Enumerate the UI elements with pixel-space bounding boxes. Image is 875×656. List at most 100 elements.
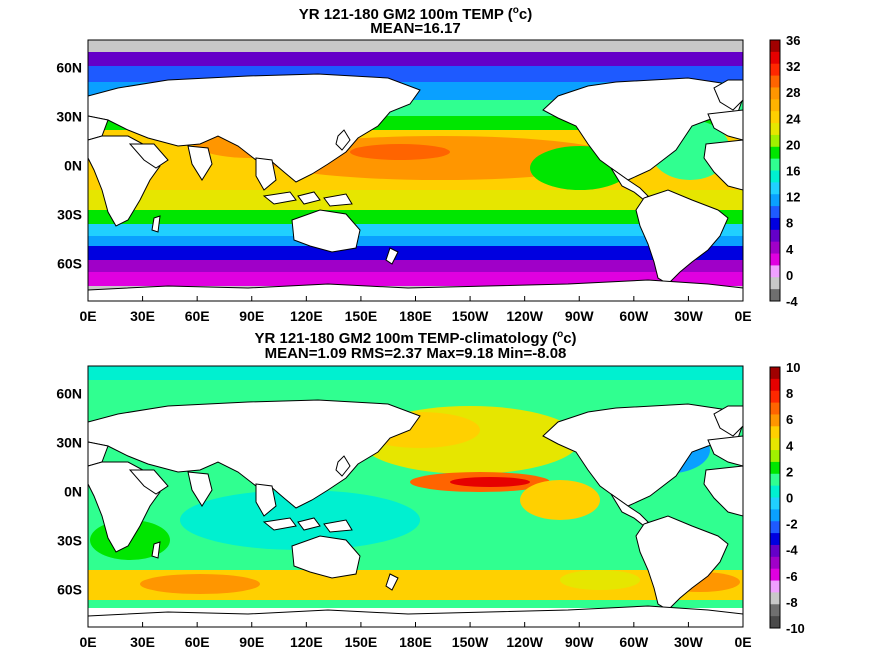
top-colorbar-segment xyxy=(770,194,780,207)
top-colorbar-segment xyxy=(770,182,780,195)
bottom-lon-tick-label: 60W xyxy=(619,634,649,650)
bottom-colorbar-segment xyxy=(770,509,780,522)
top-colorbar-label: 12 xyxy=(786,190,800,205)
top-lon-tick-label: 60E xyxy=(185,308,210,324)
bottom-colorbar-segment xyxy=(770,497,780,510)
top-lon-tick-label: 150E xyxy=(345,308,378,324)
bottom-colorbar-segment xyxy=(770,473,780,487)
bottom-lon-tick-label: 120E xyxy=(290,634,323,650)
top-lat-tick-label: 30S xyxy=(57,206,82,222)
bottom-anomaly-map xyxy=(87,365,744,628)
bottom-colorbar-segment xyxy=(770,390,780,404)
bottom-colorbar-segment xyxy=(770,414,780,427)
bottom-colorbar-segment xyxy=(770,616,780,629)
top-lat-tick-label: 60S xyxy=(57,255,82,271)
bottom-lon-tick-label: 30E xyxy=(130,634,155,650)
bottom-lon-tick-label: 150W xyxy=(452,634,489,650)
bottom-lon-tick-label: 120W xyxy=(506,634,543,650)
bottom-lon-tick-label: 150E xyxy=(345,634,378,650)
top-colorbar-label: 8 xyxy=(786,216,793,231)
top-colorbar-segment xyxy=(770,134,780,148)
top-temperature-map xyxy=(87,39,744,302)
top-colorbar-frame xyxy=(769,39,781,302)
bottom-colorbar-segment xyxy=(770,461,780,475)
bottom-lon-tick-label: 0E xyxy=(79,634,96,650)
top-colorbar-segment xyxy=(770,277,780,290)
top-colorbar-segment xyxy=(770,229,780,243)
top-lon-tick-label: 0E xyxy=(79,308,96,324)
top-colorbar-segment xyxy=(770,158,780,171)
top-map-subtitle: MEAN=16.17 xyxy=(370,20,461,37)
top-colorbar-segment xyxy=(770,289,780,302)
top-colorbar-label: 28 xyxy=(786,85,800,100)
top-colorbar-segment xyxy=(770,146,780,160)
top-colorbar-segment xyxy=(770,170,780,183)
top-colorbar-segment xyxy=(770,253,780,266)
bottom-lat-tick-label: 30S xyxy=(57,532,82,548)
top-colorbar-segment xyxy=(770,206,780,219)
bottom-colorbar-segment xyxy=(770,438,780,451)
top-colorbar-label: 32 xyxy=(786,59,800,74)
bottom-colorbar-segment xyxy=(770,521,780,534)
bottom-lon-tick-label: 90E xyxy=(239,634,264,650)
top-lat-tick-label: 30N xyxy=(56,109,82,125)
top-lon-tick-label: 60W xyxy=(619,308,649,324)
bottom-lat-tick-label: 60S xyxy=(57,581,82,597)
top-colorbar-label: 16 xyxy=(786,164,800,179)
top-lat-tick-label: 60N xyxy=(56,60,82,76)
bottom-map-title: YR 121-180 GM2 100m TEMP-climatology (oc… xyxy=(254,329,577,347)
bottom-colorbar-label: -6 xyxy=(786,569,798,584)
bottom-lat-tick-label: 30N xyxy=(56,435,82,451)
bottom-lat-tick-label: 0N xyxy=(64,484,82,500)
bottom-lon-tick-label: 30W xyxy=(674,634,704,650)
top-lon-tick-label: 90E xyxy=(239,308,264,324)
top-lon-tick-label: 30E xyxy=(130,308,155,324)
top-colorbar-segment xyxy=(770,75,780,88)
top-lon-tick-label: 30W xyxy=(674,308,704,324)
top-colorbar-label: 0 xyxy=(786,268,793,283)
top-colorbar-segment xyxy=(770,111,780,124)
bottom-colorbar-label: 10 xyxy=(786,360,800,375)
top-colorbar-label: 4 xyxy=(786,242,794,257)
bottom-colorbar-segment xyxy=(770,556,780,570)
top-colorbar-segment xyxy=(770,51,780,65)
bottom-lat-tick-label: 60N xyxy=(56,386,82,402)
bottom-colorbar-label: -8 xyxy=(786,595,798,610)
bottom-colorbar-segment xyxy=(770,367,780,380)
bottom-colorbar-label: 4 xyxy=(786,438,794,453)
bottom-colorbar-frame xyxy=(769,366,781,629)
bottom-colorbar-segment xyxy=(770,485,780,498)
top-colorbar-label: -4 xyxy=(786,294,798,309)
top-lon-tick-label: 0E xyxy=(734,308,751,324)
top-lon-tick-label: 180E xyxy=(399,308,432,324)
top-colorbar-label: 20 xyxy=(786,137,800,152)
bottom-lon-tick-label: 180E xyxy=(399,634,432,650)
bottom-colorbar-segment xyxy=(770,604,780,617)
bottom-colorbar-segment xyxy=(770,580,780,593)
bottom-colorbar-segment xyxy=(770,378,780,392)
bottom-colorbar-segment xyxy=(770,568,780,582)
bottom-lon-tick-label: 90W xyxy=(565,634,595,650)
bottom-map-subtitle: MEAN=1.09 RMS=2.37 Max=9.18 Min=-8.08 xyxy=(264,345,567,362)
bottom-colorbar-label: -10 xyxy=(786,621,805,636)
top-lon-tick-label: 150W xyxy=(452,308,489,324)
top-colorbar-label: 36 xyxy=(786,33,800,48)
bottom-colorbar-label: 2 xyxy=(786,464,793,479)
bottom-colorbar-label: 6 xyxy=(786,412,793,427)
bottom-colorbar-segment xyxy=(770,533,780,546)
top-colorbar-segment xyxy=(770,123,780,136)
top-colorbar-segment xyxy=(770,217,780,231)
top-colorbar-segment xyxy=(770,87,780,100)
bottom-colorbar-label: 0 xyxy=(786,491,793,506)
bottom-lon-tick-label: 0E xyxy=(734,634,751,650)
bottom-colorbar-segment xyxy=(770,426,780,439)
top-lon-tick-label: 120W xyxy=(506,308,543,324)
bottom-colorbar-segment xyxy=(770,544,780,558)
top-lon-tick-label: 120E xyxy=(290,308,323,324)
top-colorbar-label: 24 xyxy=(786,111,801,126)
bottom-colorbar-label: 8 xyxy=(786,386,793,401)
bottom-colorbar-label: -2 xyxy=(786,517,798,532)
bottom-colorbar-segment xyxy=(770,592,780,605)
top-colorbar-segment xyxy=(770,265,780,278)
